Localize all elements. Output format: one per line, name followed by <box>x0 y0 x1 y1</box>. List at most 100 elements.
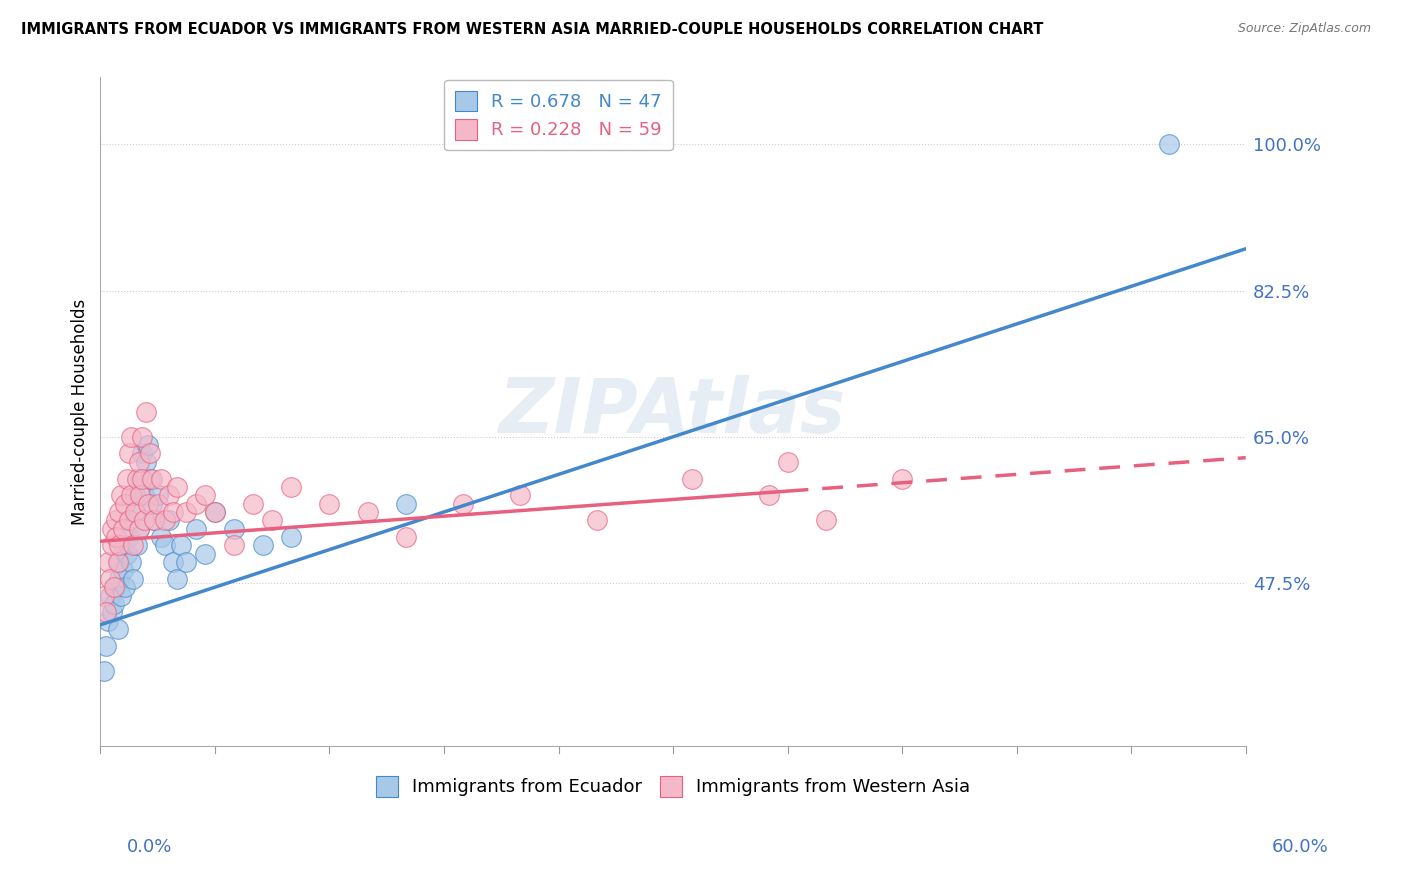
Point <box>155 513 177 527</box>
Text: ZIPAtlas: ZIPAtlas <box>499 375 846 449</box>
Point <box>395 497 418 511</box>
Point <box>174 555 197 569</box>
Point <box>118 530 141 544</box>
Point <box>136 497 159 511</box>
Point <box>110 589 132 603</box>
Point <box>150 472 173 486</box>
Point <box>98 589 121 603</box>
Point <box>93 589 115 603</box>
Point <box>129 472 152 486</box>
Point <box>136 438 159 452</box>
Point <box>131 446 153 460</box>
Point <box>758 488 780 502</box>
Point <box>139 472 162 486</box>
Point <box>142 513 165 527</box>
Point <box>104 530 127 544</box>
Text: 60.0%: 60.0% <box>1272 838 1329 856</box>
Point <box>252 538 274 552</box>
Point <box>162 555 184 569</box>
Point <box>194 488 217 502</box>
Point <box>129 488 152 502</box>
Point <box>395 530 418 544</box>
Point <box>681 472 703 486</box>
Point <box>222 538 245 552</box>
Point <box>120 488 142 502</box>
Point <box>131 430 153 444</box>
Point <box>169 538 191 552</box>
Point <box>262 513 284 527</box>
Point <box>135 455 157 469</box>
Point <box>118 446 141 460</box>
Point <box>280 480 302 494</box>
Point <box>112 522 135 536</box>
Point <box>174 505 197 519</box>
Point <box>222 522 245 536</box>
Point <box>146 488 169 502</box>
Point <box>142 513 165 527</box>
Point <box>125 538 148 552</box>
Point <box>184 522 207 536</box>
Point <box>131 472 153 486</box>
Point <box>121 538 143 552</box>
Point <box>114 580 136 594</box>
Point <box>166 572 188 586</box>
Point <box>114 497 136 511</box>
Point <box>112 564 135 578</box>
Point <box>97 555 120 569</box>
Point <box>166 480 188 494</box>
Point <box>104 513 127 527</box>
Point <box>128 522 150 536</box>
Point <box>98 572 121 586</box>
Point <box>118 513 141 527</box>
Point <box>891 472 914 486</box>
Point <box>108 538 131 552</box>
Point <box>141 472 163 486</box>
Point <box>162 505 184 519</box>
Point <box>115 547 138 561</box>
Point <box>94 639 117 653</box>
Point <box>204 505 226 519</box>
Point <box>124 505 146 519</box>
Point <box>108 572 131 586</box>
Point <box>125 472 148 486</box>
Point <box>135 405 157 419</box>
Point <box>118 513 141 527</box>
Point <box>120 555 142 569</box>
Point <box>585 513 607 527</box>
Point <box>155 538 177 552</box>
Point <box>146 497 169 511</box>
Point <box>108 555 131 569</box>
Point <box>242 497 264 511</box>
Point <box>141 497 163 511</box>
Point <box>103 597 125 611</box>
Point <box>94 605 117 619</box>
Point <box>814 513 837 527</box>
Text: IMMIGRANTS FROM ECUADOR VS IMMIGRANTS FROM WESTERN ASIA MARRIED-COUPLE HOUSEHOLD: IMMIGRANTS FROM ECUADOR VS IMMIGRANTS FR… <box>21 22 1043 37</box>
Point <box>93 664 115 678</box>
Point <box>509 488 531 502</box>
Point <box>124 505 146 519</box>
Point <box>128 455 150 469</box>
Point <box>101 538 124 552</box>
Point <box>204 505 226 519</box>
Text: 0.0%: 0.0% <box>127 838 172 856</box>
Point <box>107 622 129 636</box>
Point <box>157 488 180 502</box>
Point <box>120 430 142 444</box>
Point <box>451 497 474 511</box>
Legend: Immigrants from Ecuador, Immigrants from Western Asia: Immigrants from Ecuador, Immigrants from… <box>368 769 977 804</box>
Point <box>128 522 150 536</box>
Point <box>121 572 143 586</box>
Point <box>150 530 173 544</box>
Point <box>157 513 180 527</box>
Point <box>318 497 340 511</box>
Point <box>103 580 125 594</box>
Point <box>280 530 302 544</box>
Point <box>194 547 217 561</box>
Point <box>108 505 131 519</box>
Point <box>776 455 799 469</box>
Point <box>97 614 120 628</box>
Point <box>139 446 162 460</box>
Point <box>134 488 156 502</box>
Point <box>104 580 127 594</box>
